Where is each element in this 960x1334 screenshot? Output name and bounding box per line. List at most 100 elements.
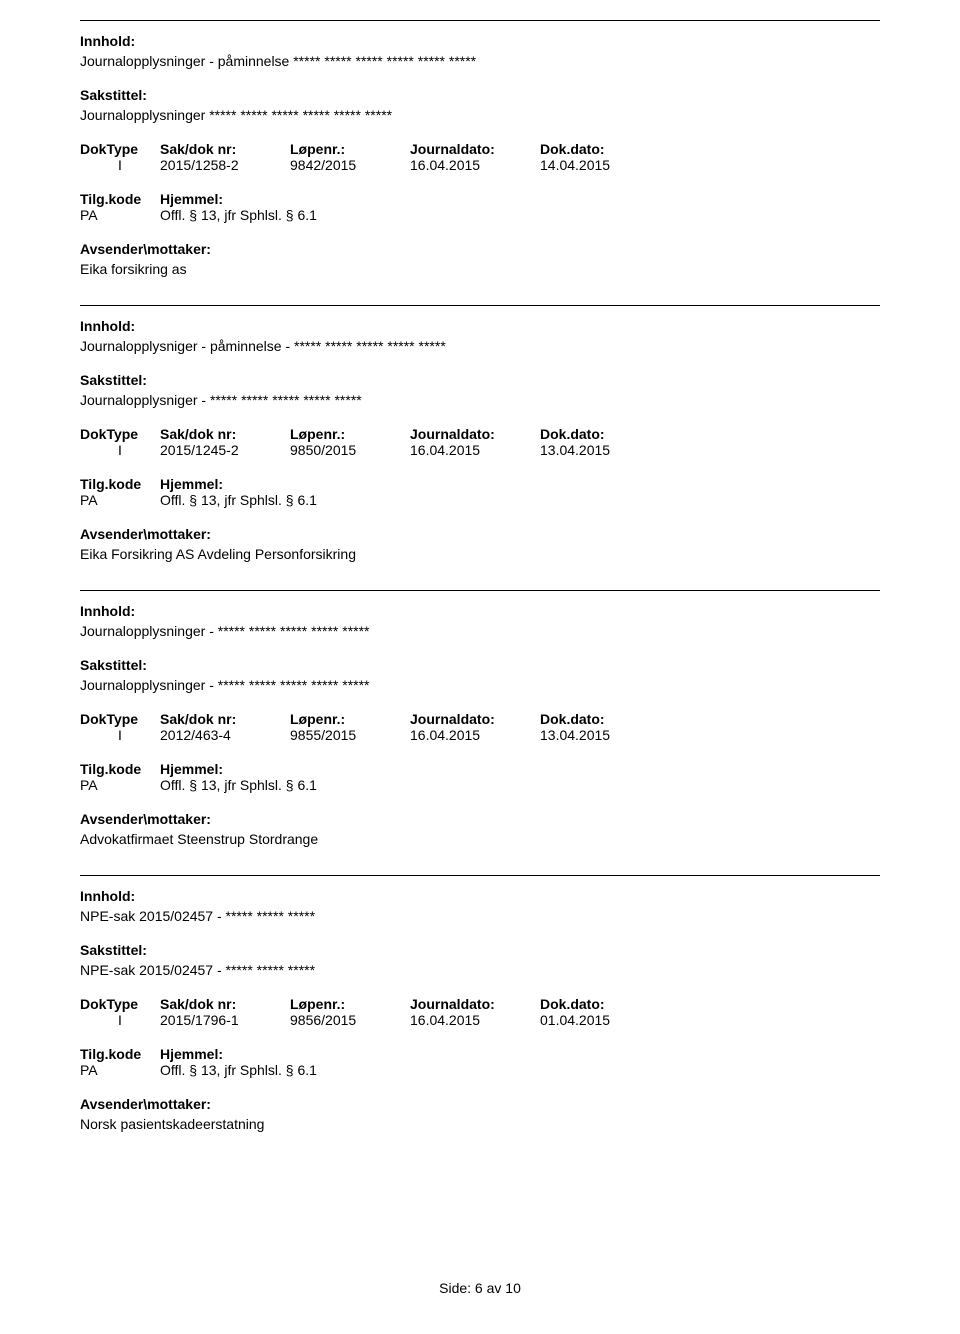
dokdato-value: 13.04.2015 [540, 442, 670, 458]
sakstittel-value: Journalopplysninger - ***** ***** ***** … [80, 677, 880, 693]
sakdok-value: 2015/1258-2 [160, 157, 290, 173]
journaldato-value: 16.04.2015 [410, 1012, 540, 1028]
sakdok-header: Sak/dok nr: [160, 141, 290, 157]
avsender-value: Advokatfirmaet Steenstrup Stordrange [80, 831, 880, 847]
tilgkode-header: Tilg.kode [80, 191, 160, 207]
meta-header-row: Tilg.kode Hjemmel: [80, 761, 880, 777]
hjemmel-value: Offl. § 13, jfr Sphlsl. § 6.1 [160, 492, 880, 508]
table-data-row: I 2015/1258-2 9842/2015 16.04.2015 14.04… [80, 157, 880, 173]
meta-header-row: Tilg.kode Hjemmel: [80, 1046, 880, 1062]
sakstittel-value: Journalopplysniger - ***** ***** ***** *… [80, 392, 880, 408]
journal-record: Innhold: Journalopplysninger - ***** ***… [80, 590, 880, 875]
tilgkode-value: PA [80, 492, 160, 508]
sakstittel-label: Sakstittel: [80, 372, 880, 388]
journaldato-header: Journaldato: [410, 141, 540, 157]
hjemmel-value: Offl. § 13, jfr Sphlsl. § 6.1 [160, 1062, 880, 1078]
doktype-header: DokType [80, 426, 160, 442]
sakdok-header: Sak/dok nr: [160, 426, 290, 442]
table-header-row: DokType Sak/dok nr: Løpenr.: Journaldato… [80, 711, 880, 727]
lopenr-value: 9842/2015 [290, 157, 410, 173]
tilgkode-header: Tilg.kode [80, 761, 160, 777]
table-header-row: DokType Sak/dok nr: Løpenr.: Journaldato… [80, 426, 880, 442]
tilgkode-value: PA [80, 1062, 160, 1078]
hjemmel-header: Hjemmel: [160, 191, 880, 207]
sakdok-header: Sak/dok nr: [160, 711, 290, 727]
doktype-value: I [80, 442, 160, 458]
doktype-value: I [80, 1012, 160, 1028]
meta-header-row: Tilg.kode Hjemmel: [80, 191, 880, 207]
lopenr-value: 9855/2015 [290, 727, 410, 743]
meta-data-row: PA Offl. § 13, jfr Sphlsl. § 6.1 [80, 207, 880, 223]
doktype-header: DokType [80, 996, 160, 1012]
sakdok-value: 2015/1245-2 [160, 442, 290, 458]
sakstittel-value: NPE-sak 2015/02457 - ***** ***** ***** [80, 962, 880, 978]
lopenr-header: Løpenr.: [290, 141, 410, 157]
meta-data-row: PA Offl. § 13, jfr Sphlsl. § 6.1 [80, 777, 880, 793]
lopenr-header: Løpenr.: [290, 711, 410, 727]
hjemmel-header: Hjemmel: [160, 1046, 880, 1062]
journal-record: Innhold: NPE-sak 2015/02457 - ***** ****… [80, 875, 880, 1160]
sakdok-value: 2015/1796-1 [160, 1012, 290, 1028]
tilgkode-value: PA [80, 207, 160, 223]
table-data-row: I 2015/1245-2 9850/2015 16.04.2015 13.04… [80, 442, 880, 458]
hjemmel-value: Offl. § 13, jfr Sphlsl. § 6.1 [160, 777, 880, 793]
page-footer: Side: 6 av 10 [80, 1280, 880, 1296]
avsender-label: Avsender\mottaker: [80, 241, 880, 257]
sakdok-value: 2012/463-4 [160, 727, 290, 743]
lopenr-header: Løpenr.: [290, 426, 410, 442]
table-data-row: I 2015/1796-1 9856/2015 16.04.2015 01.04… [80, 1012, 880, 1028]
innhold-value: Journalopplysniger - påminnelse - ***** … [80, 338, 880, 354]
tilgkode-header: Tilg.kode [80, 476, 160, 492]
journaldato-value: 16.04.2015 [410, 727, 540, 743]
tilgkode-header: Tilg.kode [80, 1046, 160, 1062]
sakstittel-value: Journalopplysninger ***** ***** ***** **… [80, 107, 880, 123]
lopenr-header: Løpenr.: [290, 996, 410, 1012]
innhold-label: Innhold: [80, 33, 880, 49]
journaldato-header: Journaldato: [410, 996, 540, 1012]
meta-data-row: PA Offl. § 13, jfr Sphlsl. § 6.1 [80, 492, 880, 508]
dokdato-header: Dok.dato: [540, 711, 670, 727]
dokdato-header: Dok.dato: [540, 996, 670, 1012]
innhold-label: Innhold: [80, 318, 880, 334]
table-header-row: DokType Sak/dok nr: Løpenr.: Journaldato… [80, 996, 880, 1012]
journal-record: Innhold: Journalopplysninger - påminnels… [80, 20, 880, 305]
dokdato-header: Dok.dato: [540, 141, 670, 157]
innhold-label: Innhold: [80, 888, 880, 904]
avsender-label: Avsender\mottaker: [80, 1096, 880, 1112]
lopenr-value: 9856/2015 [290, 1012, 410, 1028]
avsender-value: Norsk pasientskadeerstatning [80, 1116, 880, 1132]
innhold-value: Journalopplysninger - påminnelse ***** *… [80, 53, 880, 69]
meta-header-row: Tilg.kode Hjemmel: [80, 476, 880, 492]
doktype-header: DokType [80, 711, 160, 727]
sakstittel-label: Sakstittel: [80, 657, 880, 673]
avsender-value: Eika Forsikring AS Avdeling Personforsik… [80, 546, 880, 562]
dokdato-value: 14.04.2015 [540, 157, 670, 173]
journaldato-value: 16.04.2015 [410, 157, 540, 173]
sakdok-header: Sak/dok nr: [160, 996, 290, 1012]
avsender-value: Eika forsikring as [80, 261, 880, 277]
tilgkode-value: PA [80, 777, 160, 793]
dokdato-header: Dok.dato: [540, 426, 670, 442]
innhold-value: Journalopplysninger - ***** ***** ***** … [80, 623, 880, 639]
meta-data-row: PA Offl. § 13, jfr Sphlsl. § 6.1 [80, 1062, 880, 1078]
dokdato-value: 13.04.2015 [540, 727, 670, 743]
lopenr-value: 9850/2015 [290, 442, 410, 458]
sakstittel-label: Sakstittel: [80, 87, 880, 103]
hjemmel-value: Offl. § 13, jfr Sphlsl. § 6.1 [160, 207, 880, 223]
dokdato-value: 01.04.2015 [540, 1012, 670, 1028]
sakstittel-label: Sakstittel: [80, 942, 880, 958]
doktype-header: DokType [80, 141, 160, 157]
journaldato-header: Journaldato: [410, 426, 540, 442]
journal-record: Innhold: Journalopplysniger - påminnelse… [80, 305, 880, 590]
avsender-label: Avsender\mottaker: [80, 811, 880, 827]
doktype-value: I [80, 727, 160, 743]
innhold-label: Innhold: [80, 603, 880, 619]
hjemmel-header: Hjemmel: [160, 761, 880, 777]
hjemmel-header: Hjemmel: [160, 476, 880, 492]
innhold-value: NPE-sak 2015/02457 - ***** ***** ***** [80, 908, 880, 924]
table-data-row: I 2012/463-4 9855/2015 16.04.2015 13.04.… [80, 727, 880, 743]
table-header-row: DokType Sak/dok nr: Løpenr.: Journaldato… [80, 141, 880, 157]
journaldato-value: 16.04.2015 [410, 442, 540, 458]
avsender-label: Avsender\mottaker: [80, 526, 880, 542]
journaldato-header: Journaldato: [410, 711, 540, 727]
